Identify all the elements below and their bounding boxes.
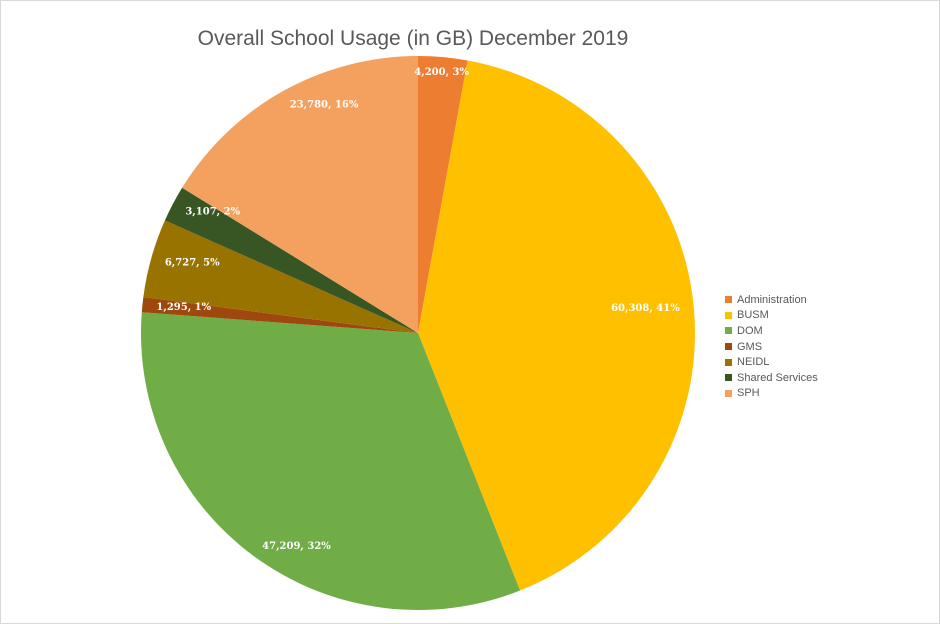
legend-label: BUSM [737, 309, 769, 322]
legend-swatch [725, 311, 732, 319]
legend-item-neidl: NEIDL [725, 354, 821, 370]
legend-item-dom: DOM [725, 323, 821, 339]
pie-slice-sph [182, 56, 418, 333]
chart-title: Overall School Usage (in GB) December 20… [197, 27, 629, 50]
data-label-neidl: 6,727, 5% [165, 258, 220, 269]
legend-swatch [725, 374, 732, 382]
data-label-gms: 1,295, 1% [156, 302, 211, 313]
legend-label: Administration [737, 293, 807, 306]
pie-slice-dom [140, 312, 521, 610]
pie-slice-gms [141, 296, 418, 333]
data-label-sph: 23,780, 16% [290, 99, 359, 110]
legend-label: SPH [737, 387, 760, 400]
pie-slice-neidl [143, 220, 418, 333]
legend-label: Shared Services [737, 371, 818, 384]
data-label-busm: 60,308, 41% [611, 303, 680, 314]
legend-item-shared-services: Shared Services [725, 370, 821, 386]
legend-swatch [725, 343, 732, 351]
legend-item-sph: SPH [725, 386, 821, 402]
legend-label: GMS [737, 340, 763, 353]
pie-slice-shared-services [164, 187, 418, 333]
legend-item-busm: BUSM [725, 308, 821, 324]
legend-item-gms: GMS [725, 339, 821, 355]
pie-data-labels: 4,200, 3% 60,308, 41% 47,209, 32% 1,295, 1%… [156, 67, 680, 552]
pie-slice-administration [418, 56, 468, 333]
legend-swatch [725, 389, 732, 397]
pie-slice-busm [418, 60, 696, 591]
legend: Administration BUSM DOM GMS NEIDL Shared Serv… [725, 292, 821, 405]
pie-slices [140, 56, 696, 610]
legend-item-administration: Administration [725, 292, 821, 308]
data-label-dom: 47,209, 32% [262, 541, 331, 552]
legend-label: NEIDL [737, 356, 770, 369]
legend-swatch [725, 327, 732, 335]
legend-swatch [725, 296, 732, 304]
legend-label: DOM [737, 324, 763, 337]
data-label-shared-services: 3,107, 2% [185, 206, 240, 217]
data-label-administration: 4,200, 3% [414, 67, 469, 78]
legend-swatch [725, 358, 732, 366]
